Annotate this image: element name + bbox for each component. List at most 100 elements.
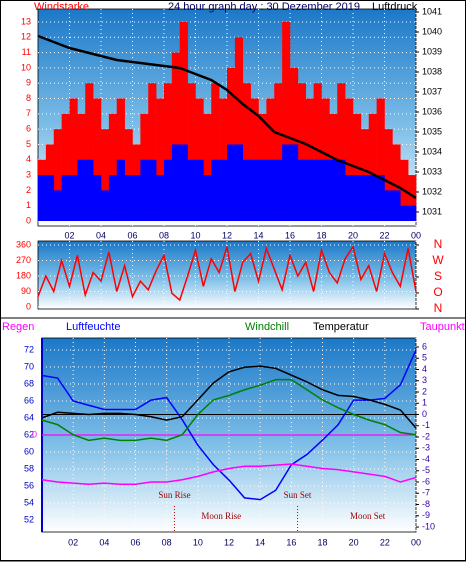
wind-bar (69, 98, 78, 221)
y-tick-label: 0 (26, 215, 31, 225)
x-tick-label: 08 (162, 537, 172, 547)
x-tick-label: 06 (130, 537, 140, 547)
y2-tick-label: 1037 (422, 86, 442, 96)
wind-bar (61, 175, 70, 221)
rain-tick-label: 0 (32, 429, 37, 439)
wind-bar (360, 175, 370, 221)
wind-bar (45, 175, 55, 221)
x-tick-label: 22 (380, 537, 390, 547)
wind-bar (408, 205, 417, 221)
x-tick-label: 06 (127, 230, 137, 240)
chart-title: 24 hour graph day : 30 Dezember 2019 (168, 1, 360, 13)
x-tick-label: 10 (193, 537, 203, 547)
x-tick-label: 16 (285, 230, 295, 240)
y2-tick-label: 1040 (422, 26, 442, 36)
y-tick-label: 2 (26, 185, 31, 195)
wind-bar (282, 144, 291, 221)
wind-bar (290, 144, 299, 221)
y2-tick-label: 6 (422, 341, 427, 351)
y2-tick-label: -9 (422, 510, 430, 520)
y2-tick-label: 1038 (422, 66, 442, 76)
y-tick-label: 9 (26, 78, 31, 88)
wind-bar (313, 83, 322, 221)
wind-bar (101, 129, 110, 221)
wind-bar (179, 144, 188, 221)
y2-tick-label: 3 (422, 375, 427, 385)
wind-bar (274, 159, 283, 221)
x-tick-label: 04 (99, 537, 109, 547)
wind-bar (408, 175, 417, 221)
y-tick-label: 1 (26, 200, 31, 210)
wind-bar (164, 83, 173, 221)
y-tick-label: 270 (16, 255, 31, 265)
legend-entry: Taupunkt (420, 321, 465, 333)
y-tick-label: 68 (24, 378, 34, 388)
wind-bar (148, 159, 157, 221)
y2-tick-label: 1034 (422, 146, 442, 156)
wind-bar (61, 113, 70, 221)
y-tick-label: 6 (26, 124, 31, 134)
wind-bar (132, 175, 141, 221)
wind-bar (77, 159, 86, 221)
wind-bar (353, 175, 362, 221)
y2-tick-label: -8 (422, 499, 430, 509)
wind-bar (258, 159, 267, 221)
y-tick-label: 90 (21, 286, 31, 296)
wind-bar (392, 190, 401, 221)
y2-tick-label: O (433, 285, 442, 299)
wind-bar (108, 113, 118, 221)
wind-bar (400, 205, 409, 221)
x-tick-label: 00 (411, 230, 421, 240)
series-line (41, 365, 417, 429)
series-line (37, 244, 417, 302)
x-tick-label: 04 (96, 230, 106, 240)
y-tick-label: 10 (21, 62, 31, 72)
y-tick-label: 0 (26, 301, 31, 311)
wind-bar (195, 159, 204, 221)
series-line (41, 378, 417, 442)
x-tick-label: 14 (253, 230, 263, 240)
y-tick-label: 58 (24, 463, 34, 473)
wind-bar (234, 37, 244, 221)
wind-bar (140, 159, 149, 221)
y-tick-label: 56 (24, 480, 34, 490)
y2-tick-label: 1039 (422, 46, 442, 56)
wind-bar (69, 175, 78, 221)
wind-bar (266, 159, 275, 221)
y-tick-label: 72 (24, 344, 34, 354)
y2-tick-label: W (432, 253, 444, 267)
wind-bar (93, 98, 102, 221)
y-tick-label: 62 (24, 429, 34, 439)
annotation: Moon Set (350, 511, 386, 521)
wind-bar (368, 113, 377, 221)
wind-bar (187, 83, 196, 221)
x-tick-label: 08 (159, 230, 169, 240)
wind-bar (250, 159, 259, 221)
y2-tick-label: 5 (422, 353, 427, 363)
y2-tick-label: S (434, 269, 442, 283)
wind-bar (53, 190, 62, 221)
wind-bar (337, 83, 346, 221)
y-tick-label: 5 (26, 139, 31, 149)
wind-bar (368, 175, 377, 221)
wind-bar (116, 159, 125, 221)
y2-axis-title: Luftdruck (372, 1, 418, 13)
wind-bar (171, 52, 181, 221)
y2-tick-label: -6 (422, 476, 430, 486)
y-tick-label: 4 (26, 154, 31, 164)
annotation: Sun Rise (158, 490, 190, 500)
y-tick-label: 8 (26, 93, 31, 103)
x-tick-label: 14 (255, 537, 265, 547)
y-tick-label: 180 (16, 270, 31, 280)
y2-tick-label: 1033 (422, 166, 442, 176)
wind-bar (187, 159, 196, 221)
wind-bar (305, 159, 314, 221)
y-tick-label: 70 (24, 361, 34, 371)
x-tick-label: 12 (222, 230, 232, 240)
y2-tick-label: N (434, 301, 443, 315)
wind-bar (156, 175, 165, 221)
x-tick-label: 02 (64, 230, 74, 240)
y-tick-label: 64 (24, 412, 34, 422)
wind-bar (101, 190, 110, 221)
